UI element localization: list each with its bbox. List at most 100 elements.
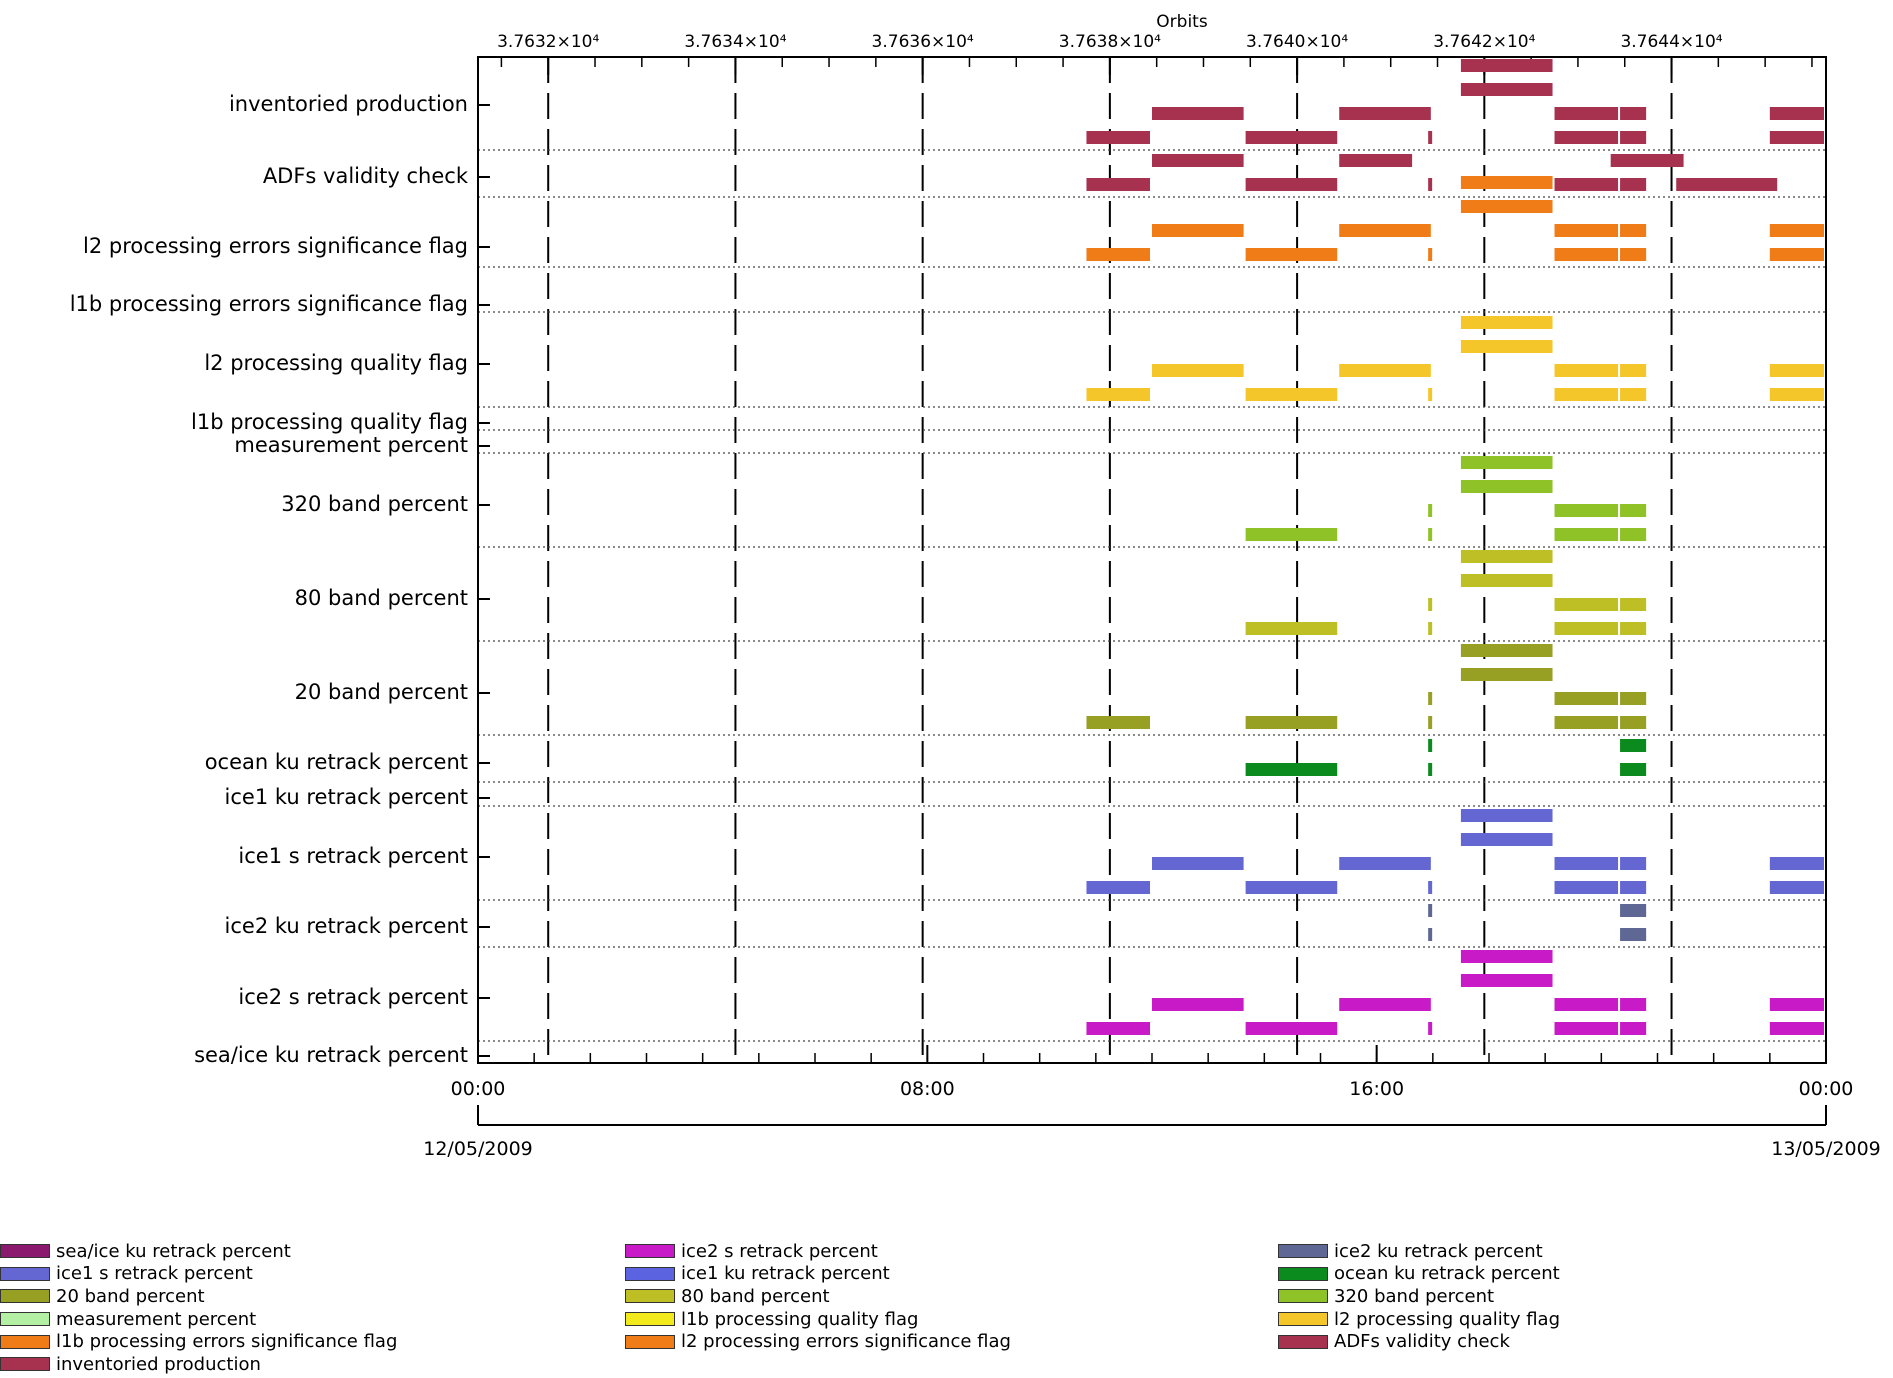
- data-bar: [1428, 692, 1433, 705]
- data-bar: [1428, 716, 1433, 729]
- row-label: 320 band percent: [281, 492, 468, 516]
- data-bar: [1620, 364, 1647, 377]
- data-bar: [1339, 154, 1413, 167]
- legend-item: measurement percent: [0, 1308, 397, 1331]
- data-bar: [1460, 644, 1553, 657]
- data-bar: [1620, 904, 1647, 917]
- data-bar: [1769, 248, 1824, 261]
- row-label: measurement percent: [234, 433, 468, 457]
- top-tick-label: 3.7634×10⁴: [684, 32, 786, 52]
- data-bar: [1152, 224, 1244, 237]
- legend-item: ice2 s retrack percent: [625, 1240, 1011, 1263]
- data-bar: [1086, 248, 1150, 261]
- data-bar: [1554, 716, 1619, 729]
- data-bar: [1620, 1022, 1647, 1035]
- data-bar: [1620, 763, 1647, 776]
- data-bar: [1554, 881, 1619, 894]
- data-bar: [1152, 154, 1244, 167]
- row-label: l1b processing errors significance flag: [70, 292, 468, 316]
- data-bar: [1460, 59, 1553, 72]
- data-bar: [1428, 178, 1433, 191]
- data-bar: [1339, 998, 1431, 1011]
- row-label: 20 band percent: [295, 680, 468, 704]
- data-bar: [1460, 480, 1553, 493]
- legend-swatch: [0, 1312, 50, 1327]
- data-bar: [1339, 364, 1431, 377]
- data-bar: [1769, 881, 1824, 894]
- data-bar: [1245, 131, 1338, 144]
- data-bar: [1554, 364, 1619, 377]
- legend-label: sea/ice ku retrack percent: [56, 1240, 291, 1262]
- data-bar: [1620, 928, 1647, 941]
- data-bar: [1554, 248, 1619, 261]
- legend-swatch: [625, 1334, 675, 1349]
- data-bar: [1620, 716, 1647, 729]
- data-bar: [1554, 1022, 1619, 1035]
- data-bar: [1554, 131, 1619, 144]
- bottom-tick-label: 00:00: [451, 1078, 506, 1100]
- data-bar: [1610, 154, 1684, 167]
- data-bar: [1460, 668, 1553, 681]
- data-bar: [1620, 224, 1647, 237]
- data-bar: [1769, 107, 1824, 120]
- data-bar: [1086, 178, 1150, 191]
- legend-column: sea/ice ku retrack percent ice1 s retrack…: [0, 1240, 397, 1376]
- data-bar: [1460, 316, 1553, 329]
- data-bar: [1086, 1022, 1150, 1035]
- legend-item: ADFs validity check: [1278, 1330, 1560, 1353]
- data-bar: [1460, 809, 1553, 822]
- legend-swatch: [1278, 1312, 1328, 1327]
- row-label: sea/ice ku retrack percent: [194, 1043, 468, 1067]
- row-label: l2 processing errors significance flag: [83, 234, 468, 258]
- row-label: ADFs validity check: [263, 164, 469, 188]
- legend-swatch: [1278, 1244, 1328, 1259]
- data-bar: [1769, 364, 1824, 377]
- legend-label: ice2 ku retrack percent: [1334, 1240, 1543, 1262]
- data-bar: [1428, 763, 1433, 776]
- legend-swatch: [625, 1244, 675, 1259]
- legend-item: ice1 ku retrack percent: [625, 1263, 1011, 1286]
- legend-label: l1b processing quality flag: [681, 1308, 919, 1330]
- data-bar: [1554, 998, 1619, 1011]
- data-bar: [1428, 739, 1433, 752]
- legend-label: 320 band percent: [1334, 1285, 1495, 1307]
- data-bar: [1460, 833, 1553, 846]
- data-bar: [1460, 974, 1553, 987]
- data-bar: [1245, 622, 1338, 635]
- bottom-date-label: 12/05/2009: [423, 1138, 533, 1160]
- data-bar: [1460, 176, 1553, 189]
- data-bar: [1086, 716, 1150, 729]
- legend-item: sea/ice ku retrack percent: [0, 1240, 397, 1263]
- legend-item: 80 band percent: [625, 1285, 1011, 1308]
- data-bar: [1460, 574, 1553, 587]
- row-label: ice2 s retrack percent: [238, 985, 468, 1009]
- data-bar: [1086, 131, 1150, 144]
- data-bar: [1769, 857, 1824, 870]
- data-bar: [1428, 528, 1433, 541]
- top-axis-label: Orbits: [1156, 12, 1208, 32]
- top-tick-label: 3.7638×10⁴: [1059, 32, 1161, 52]
- data-bar: [1620, 528, 1647, 541]
- top-tick-label: 3.7636×10⁴: [872, 32, 974, 52]
- legend-swatch: [625, 1289, 675, 1304]
- data-bar: [1620, 857, 1647, 870]
- legend-swatch: [0, 1357, 50, 1372]
- data-bar: [1620, 998, 1647, 1011]
- data-bar: [1152, 857, 1244, 870]
- legend-item: ice2 ku retrack percent: [1278, 1240, 1560, 1263]
- legend-item: inventoried production: [0, 1353, 397, 1376]
- top-tick-label: 3.7644×10⁴: [1620, 32, 1722, 52]
- row-label: 80 band percent: [295, 586, 468, 610]
- top-tick-label: 3.7640×10⁴: [1246, 32, 1348, 52]
- data-bar: [1152, 107, 1244, 120]
- data-bar: [1554, 528, 1619, 541]
- data-bar: [1769, 224, 1824, 237]
- data-bar: [1620, 388, 1647, 401]
- data-bar: [1620, 881, 1647, 894]
- data-bar: [1428, 504, 1433, 517]
- data-bar: [1339, 224, 1431, 237]
- legend-column: ice2 ku retrack percent ocean ku retrack …: [1278, 1240, 1560, 1353]
- data-bar: [1460, 83, 1553, 96]
- data-bar: [1460, 340, 1553, 353]
- row-label: ocean ku retrack percent: [205, 750, 468, 774]
